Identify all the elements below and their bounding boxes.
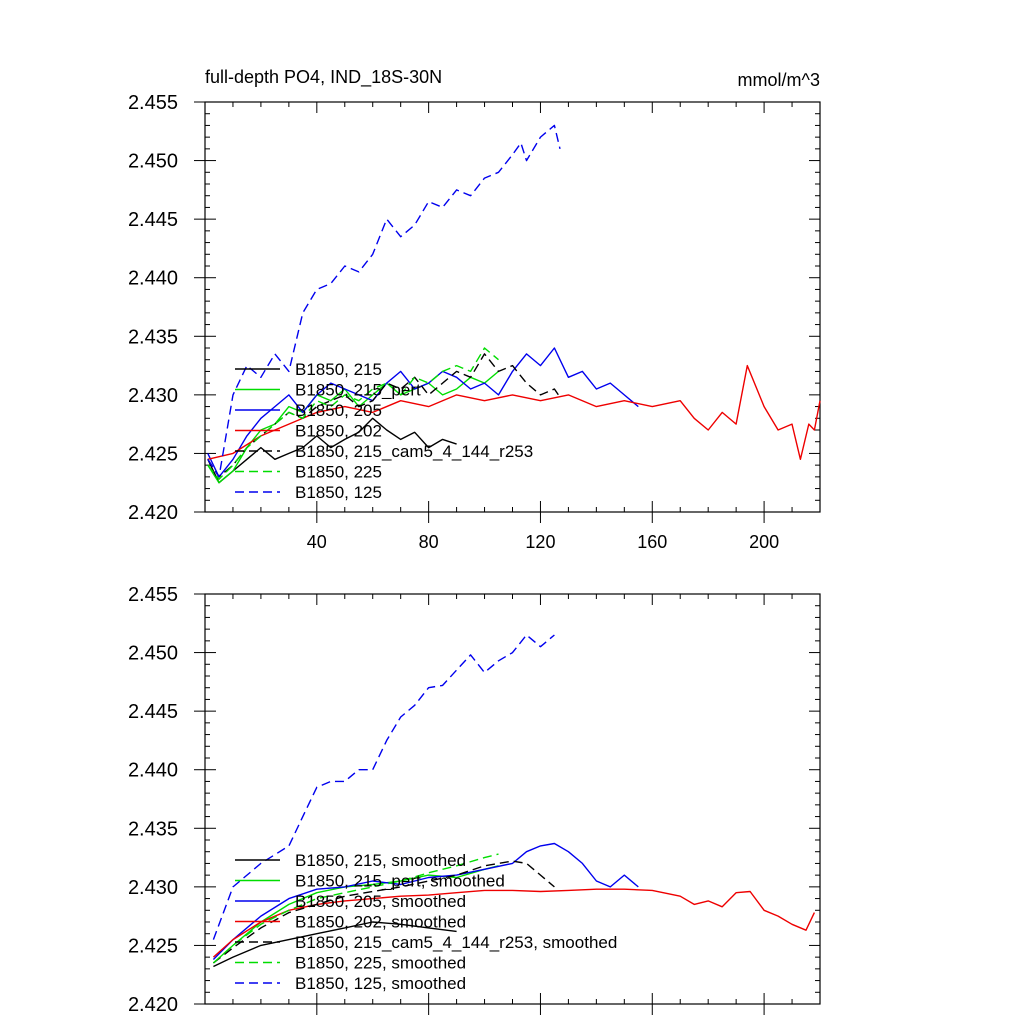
series-line bbox=[207, 417, 457, 484]
y-tick-label: 2.435 bbox=[128, 818, 178, 840]
series-line bbox=[207, 370, 499, 484]
x-tick-label: 80 bbox=[419, 532, 439, 552]
series-line bbox=[212, 860, 555, 964]
x-tick-label: 40 bbox=[307, 532, 327, 552]
y-tick-label: 2.450 bbox=[128, 151, 178, 173]
series-line bbox=[212, 634, 555, 940]
y-tick-label: 2.425 bbox=[128, 935, 178, 957]
legend-label: B1850, 215_cam5_4_144_r253 bbox=[295, 442, 533, 461]
legend-label: B1850, 125, smoothed bbox=[295, 974, 466, 993]
series-line bbox=[207, 347, 499, 480]
y-tick-label: 2.450 bbox=[128, 643, 178, 665]
bottom-panel: 2.420 2.425 2.430 2.435 2.440 2.445 2.450 2.455… bbox=[128, 584, 821, 1016]
series-line bbox=[212, 888, 816, 958]
y-tick-label: 2.440 bbox=[128, 760, 178, 782]
y-tick-label: 2.420 bbox=[128, 994, 178, 1016]
legend-label: B1850, 202, smoothed bbox=[295, 913, 466, 932]
legend-label: B1850, 205 bbox=[295, 401, 382, 420]
series-line bbox=[212, 842, 639, 960]
y-tick-label: 2.430 bbox=[128, 385, 178, 407]
legend-label: B1850, 215, smoothed bbox=[295, 851, 466, 870]
x-tick-label: 160 bbox=[637, 532, 667, 552]
y-tick-label: 2.445 bbox=[128, 701, 178, 723]
legend-label: B1850, 215_pert bbox=[295, 381, 421, 400]
units-label: mmol/m^3 bbox=[738, 70, 820, 90]
y-tick-label: 2.445 bbox=[128, 209, 178, 231]
y-tick-label: 2.455 bbox=[128, 92, 178, 114]
series-line bbox=[213, 921, 457, 968]
top-panel: 40 80 120 160 200 2.420 2.425 2.430 2.435 2.440 2.… bbox=[128, 92, 821, 552]
legend-label: B1850, 225 bbox=[295, 463, 382, 482]
legend-label: B1850, 215 bbox=[295, 360, 382, 379]
series-line bbox=[207, 124, 561, 478]
series-line bbox=[207, 364, 821, 460]
y-tick-label: 2.435 bbox=[128, 326, 178, 348]
y-tick-label: 2.420 bbox=[128, 502, 178, 524]
legend-label: B1850, 202 bbox=[295, 422, 382, 441]
series-line bbox=[212, 865, 499, 964]
y-tick-label: 2.455 bbox=[128, 584, 178, 606]
chart-title: full-depth PO4, IND_18S-30N bbox=[205, 67, 442, 88]
x-tick-label: 120 bbox=[525, 532, 555, 552]
series-line bbox=[212, 853, 499, 964]
x-tick-label: 200 bbox=[749, 532, 779, 552]
y-tick-label: 2.430 bbox=[128, 877, 178, 899]
y-tick-label: 2.425 bbox=[128, 443, 178, 465]
legend-label: B1850, 215_pert, smoothed bbox=[295, 872, 505, 891]
legend-label: B1850, 205, smoothed bbox=[295, 892, 466, 911]
y-tick-label: 2.440 bbox=[128, 268, 178, 290]
legend-label: B1850, 215_cam5_4_144_r253, smoothed bbox=[295, 933, 617, 952]
legend-label: B1850, 225, smoothed bbox=[295, 954, 466, 973]
legend-label: B1850, 125 bbox=[295, 483, 382, 502]
